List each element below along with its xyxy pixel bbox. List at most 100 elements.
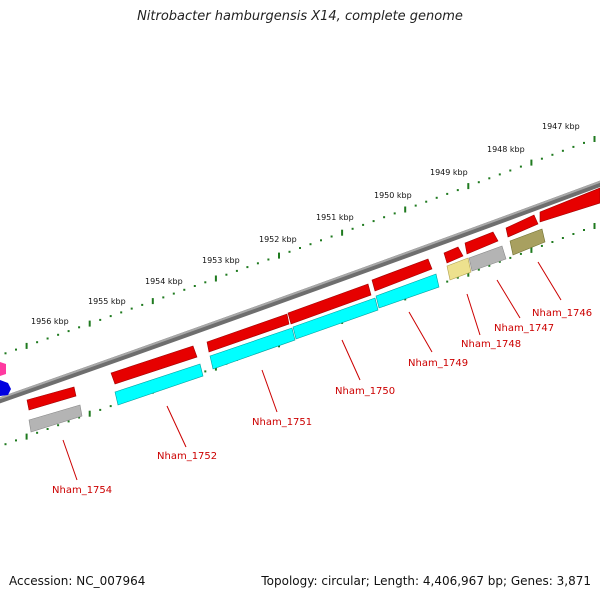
major-tick-mark [151, 298, 154, 305]
cds-nham-1751 [206, 313, 290, 353]
minor-tick-dot [488, 264, 491, 267]
minor-tick-dot [57, 333, 60, 336]
minor-tick-dot [57, 424, 60, 427]
topology-summary: Topology: circular; Length: 4,406,967 bp… [261, 574, 591, 588]
cds-right-edge [539, 187, 600, 223]
gene-leader-line [496, 279, 521, 319]
major-tick-mark [25, 342, 28, 349]
scale-label: 1956 kbp [31, 317, 69, 326]
partial-feature-pink [0, 362, 6, 376]
scale-label: 1953 kbp [202, 256, 240, 265]
major-tick-mark [88, 410, 91, 417]
major-tick-mark [530, 246, 533, 253]
minor-tick-dot [435, 196, 438, 199]
major-tick-mark [404, 206, 407, 213]
minor-tick-dot [225, 273, 228, 276]
minor-tick-dot [477, 181, 480, 184]
cds-nham-1746 [505, 214, 539, 238]
minor-tick-dot [456, 276, 459, 279]
minor-tick-dot [351, 227, 354, 230]
scale-label: 1955 kbp [88, 297, 126, 306]
scale-label: 1948 kbp [487, 145, 525, 154]
gene-label: Nham_1748 [461, 339, 521, 350]
feature-nham-1746-olive [509, 228, 546, 256]
minor-tick-dot [78, 416, 81, 419]
minor-tick-dot [425, 200, 428, 203]
minor-tick-dot [456, 189, 459, 192]
minor-tick-dot [372, 220, 375, 223]
minor-tick-dot [519, 165, 522, 168]
scale-label: 1947 kbp [542, 122, 580, 131]
minor-tick-dot [509, 169, 512, 172]
minor-tick-dot [141, 303, 144, 306]
minor-tick-dot [193, 285, 196, 287]
minor-tick-dot [446, 280, 449, 283]
minor-tick-dot [561, 149, 564, 152]
minor-tick-dot [15, 439, 17, 442]
feature-nham-1747-gray [468, 245, 507, 272]
gene-leader-line [408, 311, 433, 353]
gene-labels: Nham_1746 Nham_1747 Nham_1748 Nham_1749 Nham… [52, 261, 592, 496]
minor-tick-dot [551, 153, 554, 156]
gene-label: Nham_1752 [157, 451, 217, 462]
cds-nham-1754 [26, 386, 77, 411]
minor-tick-dot [109, 315, 112, 318]
minor-tick-dot [267, 258, 270, 261]
minor-tick-dot [509, 256, 512, 259]
minor-tick-dot [235, 269, 238, 272]
minor-tick-dot [78, 326, 81, 329]
minor-tick-dot [183, 288, 186, 291]
minor-tick-dot [488, 177, 491, 180]
scale-label: 1951 kbp [316, 213, 354, 222]
gene-label: Nham_1749 [408, 358, 468, 369]
minor-tick-dot [15, 348, 17, 351]
minor-tick-dot [540, 244, 543, 247]
cds-nham-1748 [443, 246, 464, 264]
minor-tick-dot [246, 266, 249, 269]
minor-tick-dot [4, 443, 7, 446]
scale-labels: 1947 kbp 1948 kbp 1949 kbp 1950 kbp 1951 kbp… [31, 122, 580, 326]
minor-tick-dot [36, 431, 39, 434]
feature-nham-1748-yellow [446, 257, 472, 281]
minor-tick-dot [46, 337, 49, 340]
minor-tick-dot [561, 237, 564, 239]
cds-nham-1747 [464, 231, 499, 255]
gene-label: Nham_1751 [252, 417, 312, 428]
minor-tick-dot [320, 239, 322, 242]
minor-tick-dot [498, 260, 501, 263]
minor-tick-dot [477, 268, 480, 271]
minor-tick-dot [46, 428, 49, 430]
cds-nham-1749 [371, 258, 433, 292]
accession-text: Accession: NC_007964 [9, 574, 146, 588]
cds-nham-1750 [287, 283, 372, 325]
genome-backbone [0, 180, 600, 404]
major-tick-mark [88, 320, 91, 327]
gene-label: Nham_1746 [532, 308, 592, 319]
major-tick-mark [278, 252, 280, 259]
major-tick-mark [593, 223, 596, 229]
minor-tick-dot [4, 352, 7, 355]
major-tick-mark [467, 183, 470, 190]
minor-tick-dot [393, 212, 396, 215]
minor-tick-dot [362, 223, 365, 226]
minor-tick-dot [446, 192, 449, 195]
minor-tick-dot [330, 235, 333, 238]
major-tick-mark [25, 433, 28, 440]
minor-tick-dot [67, 330, 70, 333]
major-tick-mark [341, 229, 344, 236]
minor-tick-dot [519, 252, 522, 255]
minor-tick-dot [299, 247, 301, 249]
gene-label: Nham_1747 [494, 323, 554, 334]
gene-label: Nham_1754 [52, 485, 112, 496]
major-tick-mark [467, 270, 470, 277]
feature-nham-1749-cyan [375, 273, 440, 309]
minor-tick-dot [120, 311, 123, 314]
scale-label: 1954 kbp [145, 277, 183, 286]
scale-label: 1952 kbp [259, 235, 297, 244]
minor-tick-dot [99, 408, 102, 411]
partial-feature-blue [0, 380, 11, 396]
minor-tick-dot [204, 281, 207, 284]
feature-nham-1752-cyan [114, 363, 204, 406]
minor-tick-dot [36, 341, 39, 344]
